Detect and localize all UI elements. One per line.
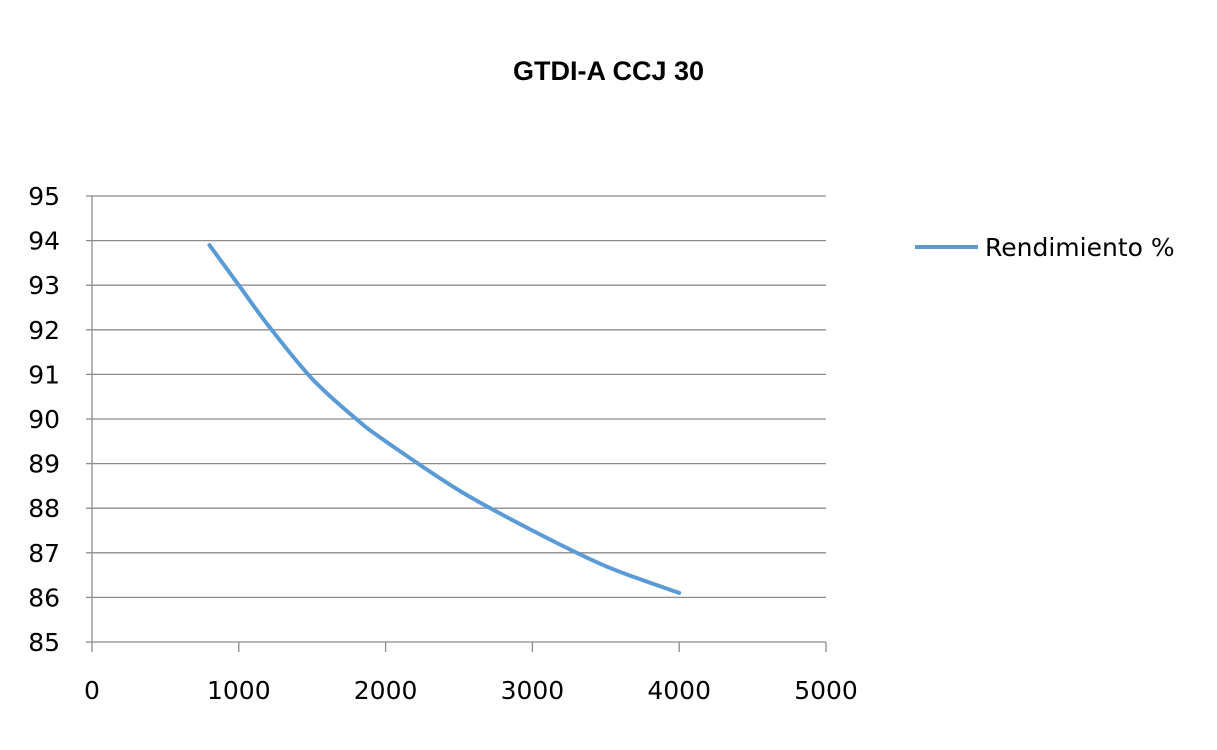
y-tick-label: 92: [28, 316, 60, 345]
y-tick-labels: 85 86 87 88 89 90 91 92 93 94 95: [28, 182, 60, 657]
y-tick-label: 90: [28, 405, 60, 434]
y-tick-label: 89: [28, 450, 60, 479]
y-tick-label: 94: [28, 227, 60, 256]
chart-title: GTDI-A CCJ 30: [512, 56, 705, 86]
y-tick-label: 91: [28, 360, 60, 389]
y-tick-label: 87: [28, 539, 60, 568]
series-lines: [207, 243, 682, 595]
legend: Rendimiento %: [915, 233, 1175, 262]
y-tick-label: 93: [28, 271, 60, 300]
y-tick-label: 95: [28, 182, 60, 211]
x-tick-labels: 0 1000 2000 3000 4000 5000: [84, 676, 858, 705]
x-tick-label: 3000: [501, 676, 565, 705]
x-tick-label: 2000: [354, 676, 418, 705]
y-tick-label: 88: [28, 494, 60, 523]
legend-label: Rendimiento %: [985, 233, 1175, 262]
series-line-0: [207, 243, 682, 595]
y-tick-label: 85: [28, 628, 60, 657]
x-tick-label: 1000: [207, 676, 271, 705]
gridlines: [92, 195, 826, 599]
x-tick-label: 4000: [647, 676, 711, 705]
x-tick-label: 0: [84, 676, 100, 705]
axes: [86, 195, 827, 652]
y-tick-label: 86: [28, 583, 60, 612]
x-tick-label: 5000: [794, 676, 858, 705]
